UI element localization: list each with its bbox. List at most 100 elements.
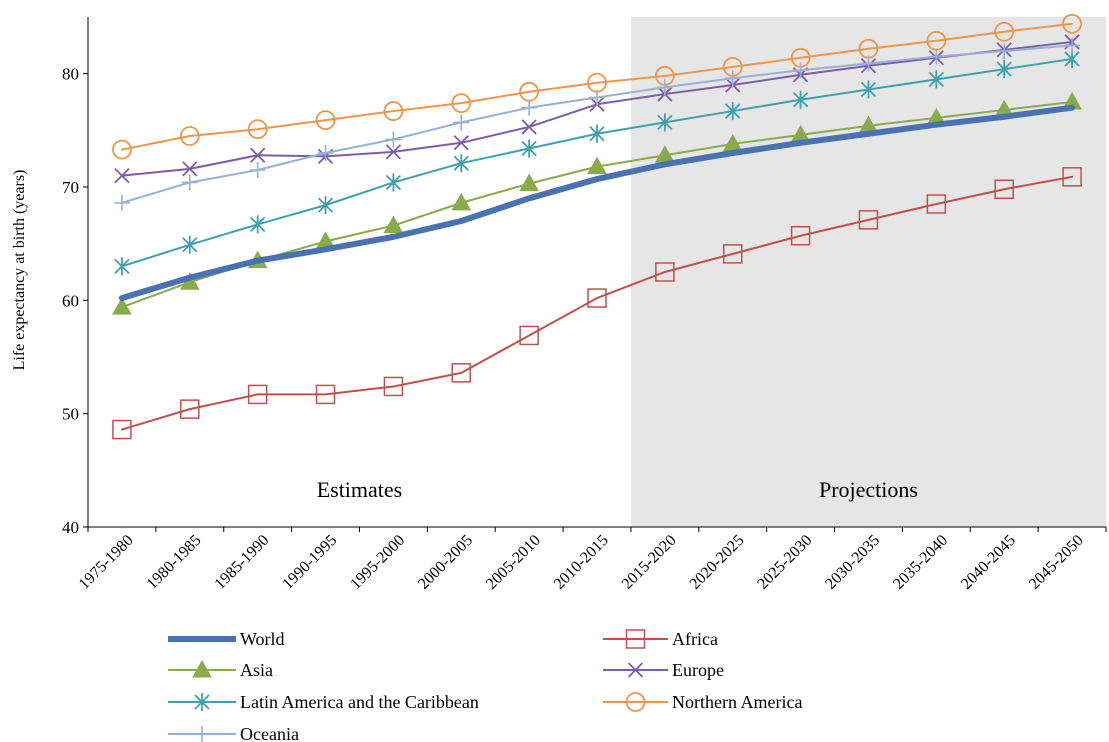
point-africa	[858, 210, 879, 230]
y-tick-label: 70	[62, 178, 79, 197]
point-northern-america	[994, 21, 1015, 42]
x-tick-label: 2025-2030	[754, 532, 815, 593]
x-tick-label: 1995-2000	[347, 532, 408, 593]
point-oceania	[317, 145, 334, 161]
point-latin-america-and-the-caribbean	[385, 173, 402, 192]
y-tick-label: 50	[62, 405, 79, 424]
point-africa	[722, 244, 743, 264]
legend-item-oceania: Oceania	[168, 724, 299, 742]
point-africa	[315, 384, 336, 405]
legend-item-latin-america-and-the-caribbean: Latin America and the Caribbean	[168, 692, 479, 712]
series-line-africa	[120, 175, 1074, 431]
x-tick-label: 2035-2040	[890, 532, 951, 593]
legend-label-northern-america: Northern America	[672, 692, 802, 712]
region-label-projections: Projections	[819, 477, 918, 502]
legend-marker-northern-america	[625, 692, 646, 712]
x-tick-label: 2030-2035	[822, 532, 883, 593]
point-latin-america-and-the-caribbean	[860, 80, 877, 99]
point-northern-america	[247, 119, 268, 140]
point-africa	[247, 384, 268, 405]
point-latin-america-and-the-caribbean	[453, 154, 469, 173]
point-latin-america-and-the-caribbean	[521, 139, 537, 158]
point-europe	[114, 168, 130, 184]
legend-label-oceania: Oceania	[240, 724, 299, 742]
point-oceania	[724, 70, 741, 87]
point-latin-america-and-the-caribbean	[928, 70, 944, 89]
point-asia	[519, 173, 539, 192]
x-tick-label: 2015-2020	[619, 532, 680, 593]
legend-item-europe: Europe	[603, 660, 724, 680]
point-europe	[453, 135, 469, 151]
legend-marker-africa	[625, 629, 646, 649]
point-asia	[451, 192, 472, 211]
point-latin-america-and-the-caribbean	[792, 90, 809, 109]
point-northern-america	[1062, 13, 1082, 34]
point-oceania	[928, 48, 945, 65]
point-europe	[521, 119, 537, 135]
point-europe	[385, 144, 402, 160]
point-northern-america	[315, 110, 336, 131]
x-tick-label: 1975-1980	[76, 532, 137, 593]
y-tick-label: 40	[62, 518, 79, 537]
point-africa	[994, 179, 1014, 200]
y-tick-label: 80	[62, 65, 79, 84]
point-oceania	[249, 162, 266, 178]
y-axis-title: Life expectancy at birth (years)	[11, 170, 28, 371]
point-oceania	[860, 55, 877, 72]
legend-marker-oceania	[194, 726, 210, 742]
point-oceania	[453, 114, 470, 131]
point-latin-america-and-the-caribbean	[250, 215, 266, 234]
legend-label-europe: Europe	[672, 660, 724, 680]
projections-shaded-region	[630, 17, 1106, 527]
labels: Life expectancy at birth (years) Estimate…	[11, 170, 918, 502]
x-tick-label: 2040-2045	[958, 532, 1019, 593]
point-asia	[112, 297, 132, 315]
series-layer	[112, 13, 1082, 440]
point-europe	[250, 147, 266, 163]
point-oceania	[521, 99, 538, 116]
series-line-world	[118, 104, 1076, 302]
x-tick-label: 2010-2015	[551, 532, 612, 593]
point-northern-america	[179, 126, 200, 146]
legend-label-asia: Asia	[240, 660, 273, 680]
region-label-estimates: Estimates	[317, 477, 403, 502]
legend-marker-asia	[192, 659, 212, 678]
x-tick-label: 2020-2025	[687, 532, 748, 593]
point-latin-america-and-the-caribbean	[657, 113, 673, 132]
point-europe	[182, 161, 198, 177]
legend-label-world: World	[240, 629, 285, 649]
point-latin-america-and-the-caribbean	[317, 196, 334, 215]
point-africa	[451, 363, 472, 383]
point-latin-america-and-the-caribbean	[589, 124, 605, 143]
point-asia	[383, 215, 404, 234]
point-africa	[587, 288, 607, 308]
legend-marker-latin-america-and-the-caribbean	[194, 693, 210, 711]
legend-label-africa: Africa	[672, 629, 718, 649]
point-africa	[1062, 167, 1082, 187]
series-africa	[112, 167, 1082, 440]
series-line-northern-america	[120, 22, 1074, 151]
x-tick-label: 2045-2050	[1026, 532, 1087, 593]
x-tick-label: 1980-1985	[144, 532, 205, 593]
point-oceania	[181, 174, 198, 191]
point-asia	[587, 156, 607, 175]
point-oceania	[792, 62, 809, 79]
point-latin-america-and-the-caribbean	[114, 257, 130, 276]
point-northern-america	[451, 93, 472, 114]
x-tick-label: 2005-2010	[483, 532, 544, 593]
point-oceania	[656, 79, 673, 96]
point-africa	[112, 419, 132, 440]
point-africa	[383, 376, 404, 397]
point-northern-america	[383, 101, 404, 121]
point-africa	[790, 225, 811, 246]
legend-item-world: World	[168, 629, 285, 649]
point-latin-america-and-the-caribbean	[182, 235, 198, 254]
x-tick-label: 1990-1995	[279, 532, 340, 593]
point-latin-america-and-the-caribbean	[725, 102, 741, 121]
legend-item-asia: Asia	[168, 659, 273, 680]
point-africa	[519, 325, 539, 346]
legend: World Africa Asia Europe Latin America and t…	[168, 629, 802, 742]
x-tick-label: 2000-2005	[415, 532, 476, 593]
legend-item-northern-america: Northern America	[603, 692, 802, 712]
